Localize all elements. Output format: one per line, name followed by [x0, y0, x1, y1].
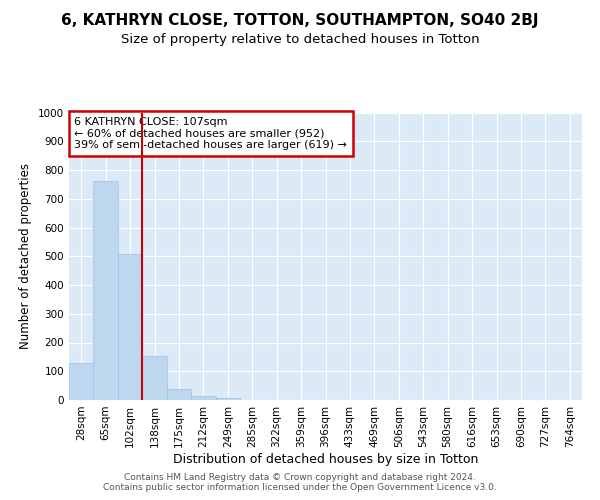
Text: Size of property relative to detached houses in Totton: Size of property relative to detached ho… — [121, 32, 479, 46]
Y-axis label: Number of detached properties: Number of detached properties — [19, 163, 32, 350]
Text: Contains HM Land Registry data © Crown copyright and database right 2024.
Contai: Contains HM Land Registry data © Crown c… — [103, 473, 497, 492]
Bar — [118, 254, 142, 400]
Bar — [167, 388, 191, 400]
Text: 6 KATHRYN CLOSE: 107sqm
← 60% of detached houses are smaller (952)
39% of semi-d: 6 KATHRYN CLOSE: 107sqm ← 60% of detache… — [74, 117, 347, 150]
Bar — [94, 181, 118, 400]
Text: 6, KATHRYN CLOSE, TOTTON, SOUTHAMPTON, SO40 2BJ: 6, KATHRYN CLOSE, TOTTON, SOUTHAMPTON, S… — [61, 12, 539, 28]
Bar — [191, 396, 215, 400]
Bar — [142, 356, 167, 400]
Bar — [69, 363, 94, 400]
X-axis label: Distribution of detached houses by size in Totton: Distribution of detached houses by size … — [173, 452, 478, 466]
Bar — [215, 398, 240, 400]
